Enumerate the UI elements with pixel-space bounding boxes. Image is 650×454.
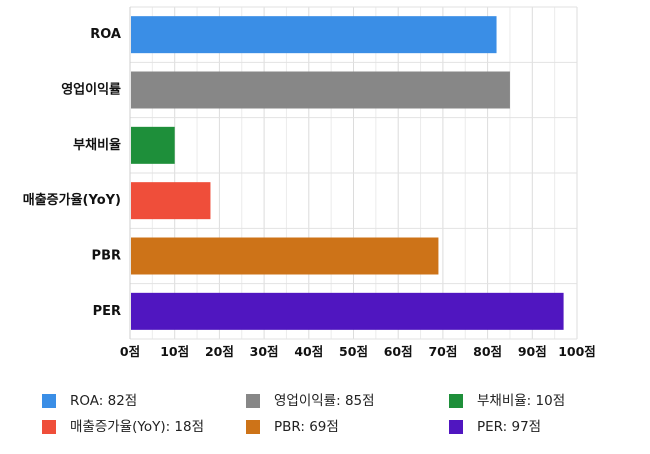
- x-tick-label: 40점: [294, 344, 323, 359]
- category-label: 영업이익률: [61, 82, 121, 98]
- x-tick-label: 100점: [558, 344, 596, 359]
- x-tick-label: 30점: [250, 344, 279, 359]
- legend-swatch: [42, 394, 56, 408]
- category-label: 부채비율: [73, 137, 121, 153]
- bar-4[interactable]: [131, 237, 439, 275]
- x-tick-label: 0점: [120, 344, 140, 359]
- x-tick-label: 80점: [473, 344, 502, 359]
- legend-swatch: [42, 420, 56, 434]
- bar-3[interactable]: [131, 182, 211, 220]
- x-tick-label: 50점: [339, 344, 368, 359]
- legend-swatch: [246, 420, 260, 434]
- category-label: 매출증가율(YoY): [23, 192, 121, 208]
- legend-label: 부채비율: 10점: [477, 393, 565, 409]
- x-tick-label: 60점: [384, 344, 413, 359]
- legend-swatch: [449, 394, 463, 408]
- category-label: PER: [93, 304, 121, 319]
- legend-swatch: [246, 394, 260, 408]
- x-tick-labels: 0점 10점 20점 30점 40점 50점 60점 70점 80점 90점 100점: [120, 344, 596, 359]
- bar-1[interactable]: [131, 71, 510, 109]
- x-tick-label: 10점: [160, 344, 189, 359]
- legend-label: PER: 97점: [477, 419, 541, 435]
- bar-2[interactable]: [131, 126, 175, 164]
- category-label: PBR: [92, 249, 121, 264]
- legend-label: PBR: 69점: [274, 419, 339, 435]
- x-tick-label: 20점: [205, 344, 234, 359]
- x-tick-label: 90점: [518, 344, 547, 359]
- legend-label: 영업이익률: 85점: [274, 393, 375, 409]
- legend-label: ROA: 82점: [70, 393, 137, 409]
- category-label: ROA: [90, 27, 121, 42]
- x-tick-label: 70점: [428, 344, 457, 359]
- bars: [131, 16, 564, 330]
- bar-5[interactable]: [131, 292, 564, 330]
- bar-0[interactable]: [131, 16, 497, 54]
- legend-swatch: [449, 420, 463, 434]
- legend-label: 매출증가율(YoY): 18점: [70, 419, 204, 435]
- grid: [129, 6, 578, 340]
